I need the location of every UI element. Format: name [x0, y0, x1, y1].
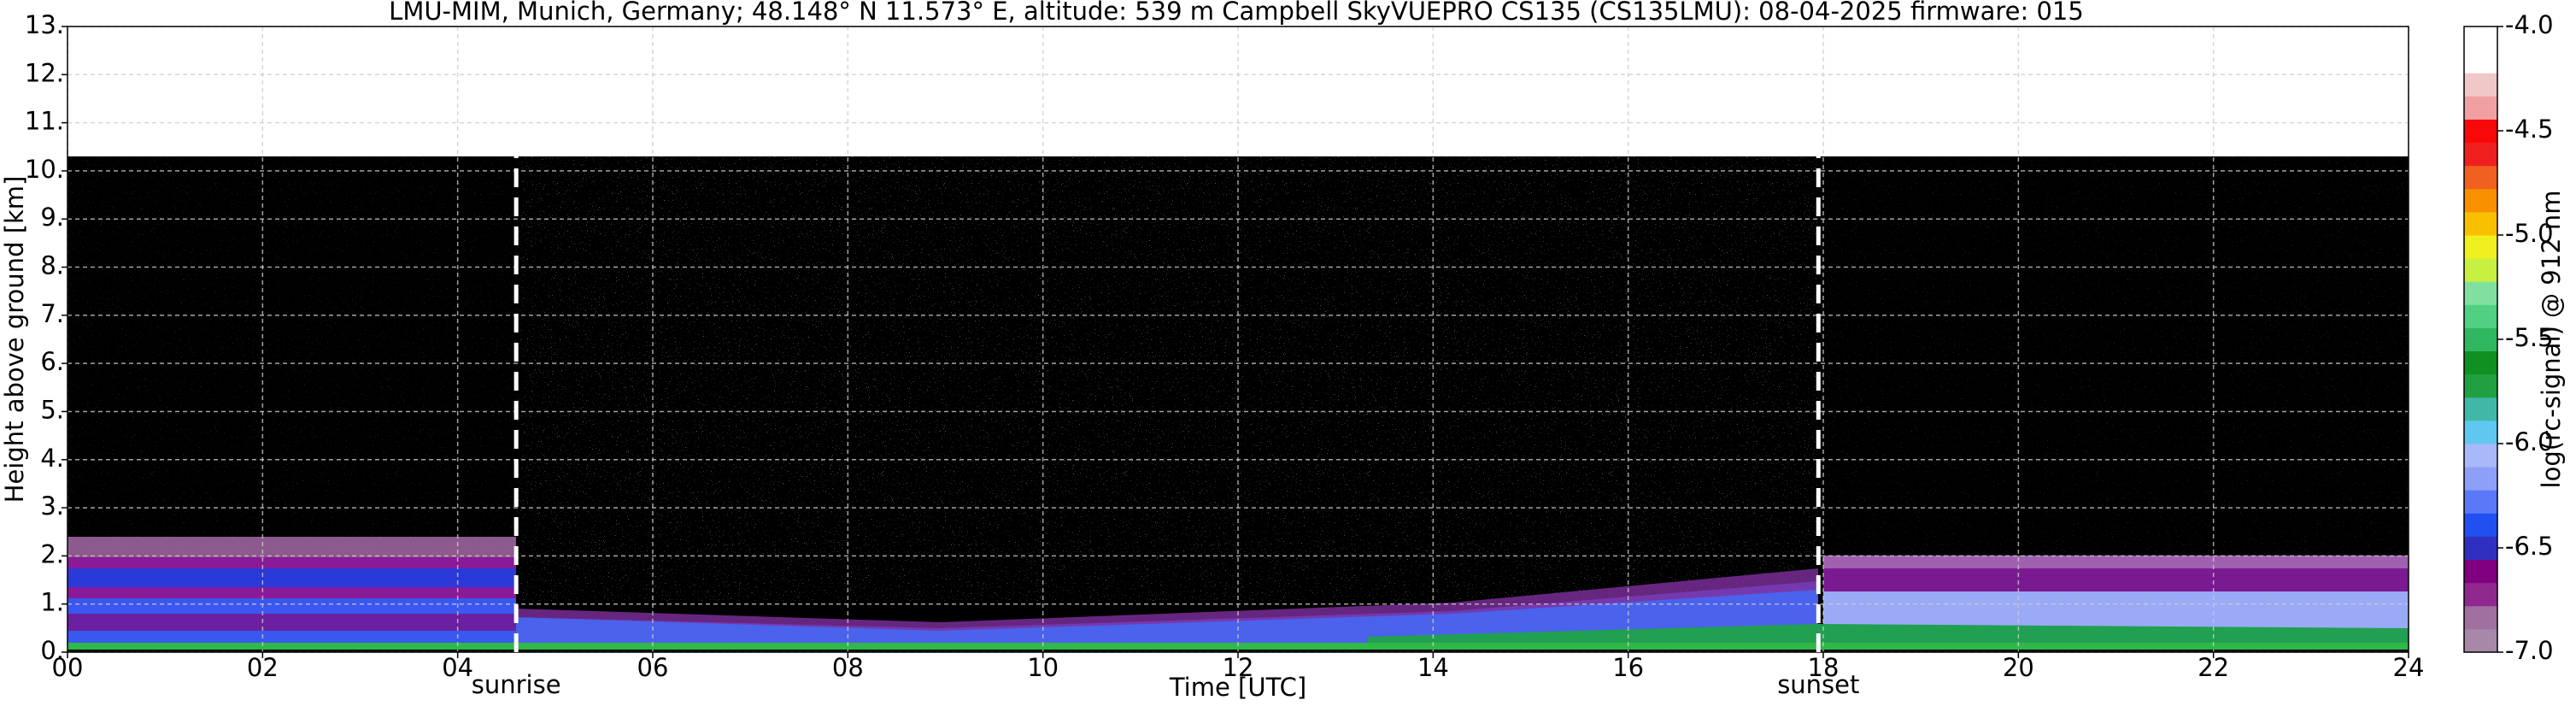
x-tick-label: 04	[442, 653, 473, 682]
colorbar-segment	[2464, 258, 2497, 282]
colorbar-segment	[2464, 327, 2497, 352]
aerosol-layer	[516, 568, 1818, 631]
grid	[67, 26, 2409, 653]
colorbar-segment	[2464, 513, 2497, 537]
y-tick-label: 6.	[40, 347, 64, 376]
x-axis-label: Time [UTC]	[1169, 673, 1306, 702]
aerosol-layer	[67, 614, 516, 631]
aerosol-layer	[67, 568, 516, 587]
colorbar-segment	[2464, 281, 2497, 305]
colorbar-segment	[2464, 536, 2497, 561]
colorbar-segment	[2464, 73, 2497, 97]
y-tick-label: 2.	[40, 539, 64, 568]
y-tick-label: 3.	[40, 491, 64, 521]
x-tick-label: 00	[52, 653, 84, 682]
colorbar-tick-label: -7.0	[2505, 636, 2554, 665]
x-tick-label: 14	[1417, 653, 1449, 682]
colorbar-tick-label: -4.5	[2505, 115, 2554, 144]
colorbar-segment	[2464, 211, 2497, 236]
colorbar-segment	[2464, 628, 2497, 653]
y-tick-label: 1.	[40, 588, 64, 617]
y-tick-label: 4.	[40, 444, 64, 473]
colorbar-segment	[2464, 605, 2497, 630]
colorbar-segment	[2464, 119, 2497, 144]
colorbar-segment	[2464, 26, 2497, 50]
y-tick-label: 10.	[25, 155, 64, 184]
colorbar-segment	[2464, 350, 2497, 375]
x-tick-label: 10	[1027, 653, 1059, 682]
colorbar-segment	[2464, 96, 2497, 120]
x-tick-label: 22	[2198, 653, 2229, 682]
y-tick-label: 7.	[40, 299, 64, 328]
x-tick-label: 02	[247, 653, 279, 682]
y-tick-label: 12.	[25, 58, 64, 87]
annotation-label: sunrise	[472, 670, 561, 699]
colorbar-segment	[2464, 582, 2497, 607]
colorbar-tick-label: -4.0	[2505, 10, 2554, 39]
colorbar-tick-label: -6.0	[2505, 427, 2554, 456]
colorbar-tick-label: -5.5	[2505, 323, 2554, 352]
colorbar-label: log(rc-signal) @ 912 nm	[2537, 191, 2566, 489]
y-tick-label: 9.	[40, 203, 64, 232]
y-tick-label: 11.	[25, 107, 64, 136]
colorbar-segment	[2464, 142, 2497, 167]
y-tick-label: 13.	[25, 10, 64, 39]
colorbar-segment	[2464, 559, 2497, 584]
x-tick-label: 12	[1223, 653, 1254, 682]
colorbar-segment	[2464, 420, 2497, 444]
y-tick-label: 0.	[40, 636, 64, 665]
y-axis-label: Height above ground [km]	[0, 176, 29, 503]
x-tick-label: 16	[1612, 653, 1644, 682]
colorbar-segment	[2464, 304, 2497, 328]
x-tick-label: 08	[832, 653, 864, 682]
colorbar-segment	[2464, 165, 2497, 190]
colorbar-segment	[2464, 397, 2497, 421]
x-tick-label: 18	[1808, 653, 1840, 682]
aerosol-layer	[1823, 568, 2409, 594]
chart-title: LMU-MIM, Munich, Germany; 48.148° N 11.5…	[389, 0, 2084, 26]
colorbar-segment	[2464, 467, 2497, 491]
colorbar-segment	[2464, 374, 2497, 398]
y-tick-label: 5.	[40, 395, 64, 424]
colorbar-tick-label: -6.5	[2505, 532, 2554, 561]
colorbar-segment	[2464, 444, 2497, 468]
colorbar-segment	[2464, 490, 2497, 514]
colorbar-segment	[2464, 50, 2497, 74]
x-tick-label: 06	[637, 653, 669, 682]
x-tick-label: 24	[2393, 653, 2425, 682]
annotation-label: sunset	[1777, 670, 1859, 699]
colorbar-tick-label: -5.0	[2505, 219, 2554, 248]
y-tick-label: 8.	[40, 251, 64, 280]
x-tick-label: 20	[2003, 653, 2034, 682]
colorbar-segment	[2464, 188, 2497, 213]
colorbar-segment	[2464, 235, 2497, 259]
